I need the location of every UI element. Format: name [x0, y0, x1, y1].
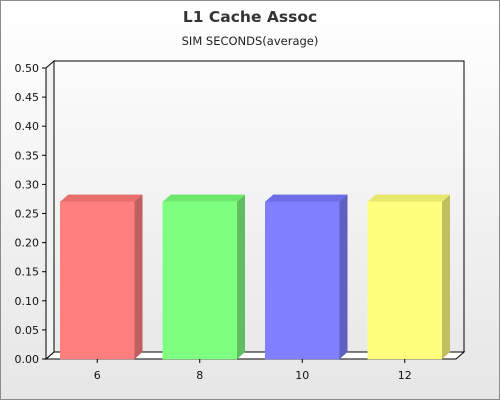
y-tick-label: 0.00	[15, 353, 40, 366]
bar-12	[367, 201, 442, 360]
y-tick-label: 0.20	[15, 237, 40, 250]
y-tick-label: 0.25	[15, 208, 40, 221]
bar-10	[265, 201, 340, 360]
x-tick-label: 6	[94, 369, 101, 382]
bar-side-8	[236, 194, 245, 360]
y-tick-label: 0.45	[15, 91, 40, 104]
y-tick-label: 0.30	[15, 178, 40, 191]
y-tick-label: 0.50	[15, 62, 40, 75]
x-tick-label: 8	[196, 369, 203, 382]
y-tick-label: 0.10	[15, 295, 40, 308]
bar-side-10	[339, 194, 348, 360]
x-tick-label: 10	[295, 369, 309, 382]
y-tick-label: 0.05	[15, 324, 40, 337]
bar-top-12	[367, 194, 451, 203]
bar-top-6	[59, 194, 143, 203]
bar-top-8	[162, 194, 246, 203]
bar-top-10	[264, 194, 348, 203]
bar-side-12	[441, 194, 450, 360]
x-tick-label: 12	[398, 369, 412, 382]
bar-side-6	[134, 194, 143, 360]
y-tick-label: 0.35	[15, 149, 40, 162]
plot-left-wall	[45, 59, 55, 361]
chart-title: L1 Cache Assoc	[182, 8, 318, 26]
chart-subtitle: SIM SECONDS(average)	[181, 34, 319, 48]
bar-8	[162, 201, 237, 360]
y-tick-label: 0.40	[15, 120, 40, 133]
bar-6	[60, 201, 135, 360]
y-tick-label: 0.15	[15, 266, 40, 279]
